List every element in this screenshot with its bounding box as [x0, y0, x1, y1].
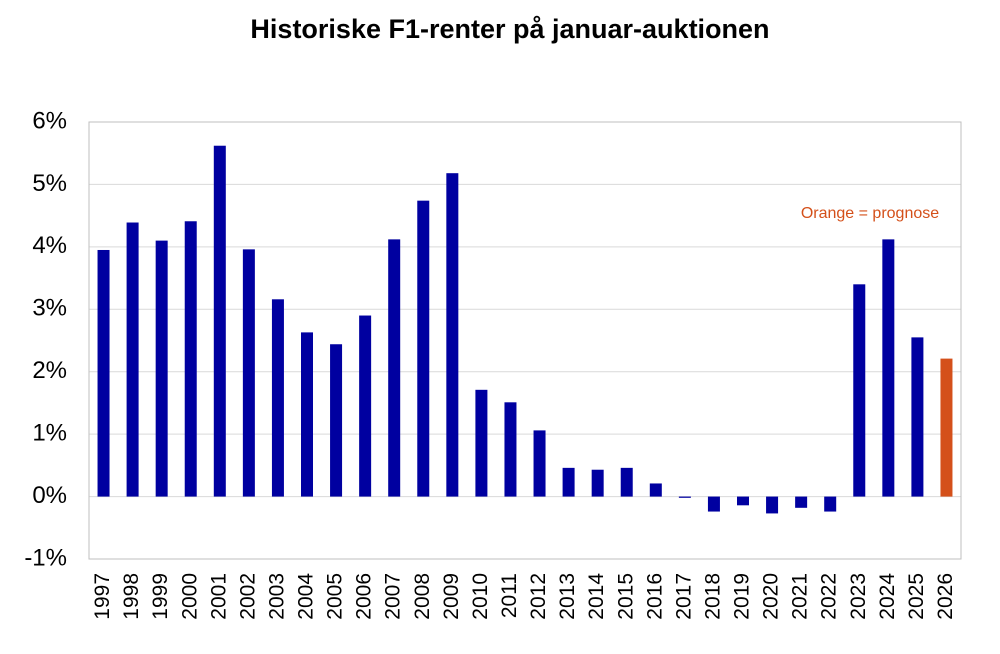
bar	[853, 284, 866, 497]
bar	[446, 173, 459, 497]
x-tick-label: 2000	[178, 573, 201, 620]
x-tick-label: 2002	[236, 573, 259, 620]
y-tick-label: 5%	[32, 170, 67, 197]
x-tick-label: 2003	[265, 573, 288, 620]
x-tick-label: 2005	[324, 573, 347, 620]
x-tick-label: 2008	[411, 573, 434, 620]
x-tick-label: 1998	[120, 573, 143, 620]
bar	[678, 496, 691, 498]
x-tick-label: 2023	[847, 573, 870, 620]
annotation: Orange = prognose	[801, 205, 939, 222]
plot-frame	[88, 121, 962, 560]
bar	[649, 483, 662, 497]
x-tick-label: 2009	[440, 573, 463, 620]
x-tick-label: 2007	[382, 573, 405, 620]
bar	[359, 315, 372, 497]
y-tick-label: 3%	[32, 295, 67, 322]
bar	[707, 496, 720, 512]
x-tick-label: 2004	[295, 573, 318, 620]
bar	[504, 402, 517, 497]
bar	[737, 496, 749, 506]
x-tick-label: 1999	[149, 573, 172, 620]
x-tick-label: 2014	[585, 573, 608, 620]
bar	[940, 358, 953, 497]
bar	[417, 200, 430, 497]
y-tick-label: 0%	[32, 482, 67, 509]
bar	[213, 145, 226, 497]
bar	[184, 221, 197, 497]
bar	[824, 496, 837, 512]
y-tick-label: 1%	[32, 419, 67, 446]
bar	[242, 249, 255, 497]
x-tick-label: 2025	[905, 573, 928, 620]
bar	[126, 222, 139, 497]
y-tick-label: 4%	[32, 232, 67, 259]
x-tick-label: 2006	[353, 573, 376, 620]
bar	[591, 469, 604, 497]
x-tick-label: 2001	[207, 573, 230, 620]
bar	[388, 239, 401, 497]
bar	[330, 344, 343, 497]
bar	[562, 467, 575, 497]
x-tick-label: 2012	[527, 573, 550, 620]
bar	[271, 299, 284, 497]
x-tick-label: 2017	[672, 573, 695, 620]
x-tick-label: 2015	[614, 573, 637, 620]
bar	[911, 337, 924, 497]
x-tick-label: 2010	[469, 573, 492, 620]
bar	[533, 430, 546, 497]
x-tick-label: 2022	[818, 573, 841, 620]
bar	[795, 496, 808, 508]
x-tick-label: 2019	[731, 573, 754, 620]
bar	[620, 467, 633, 497]
y-tick-label: 2%	[32, 357, 67, 384]
bar	[97, 249, 110, 497]
bar	[301, 332, 313, 497]
x-tick-label: 2026	[934, 573, 957, 620]
x-tick-label: 2016	[643, 573, 666, 620]
x-tick-label: 2018	[701, 573, 724, 620]
x-tick-label: 1997	[91, 573, 114, 620]
x-tick-label: 2021	[789, 573, 812, 620]
x-tick-label: 2024	[876, 573, 899, 620]
bar	[766, 496, 779, 514]
x-tick-label: 2020	[760, 573, 783, 620]
x-tick-label: 2011	[498, 573, 521, 618]
y-tick-label: -1%	[24, 544, 67, 571]
x-tick-label: 2013	[556, 573, 579, 620]
bar	[155, 240, 168, 497]
y-tick-label: 6%	[32, 107, 67, 134]
bar	[882, 239, 895, 497]
bar	[475, 389, 488, 497]
chart-title: Historiske F1-renter på januar-auktionen	[250, 14, 769, 44]
